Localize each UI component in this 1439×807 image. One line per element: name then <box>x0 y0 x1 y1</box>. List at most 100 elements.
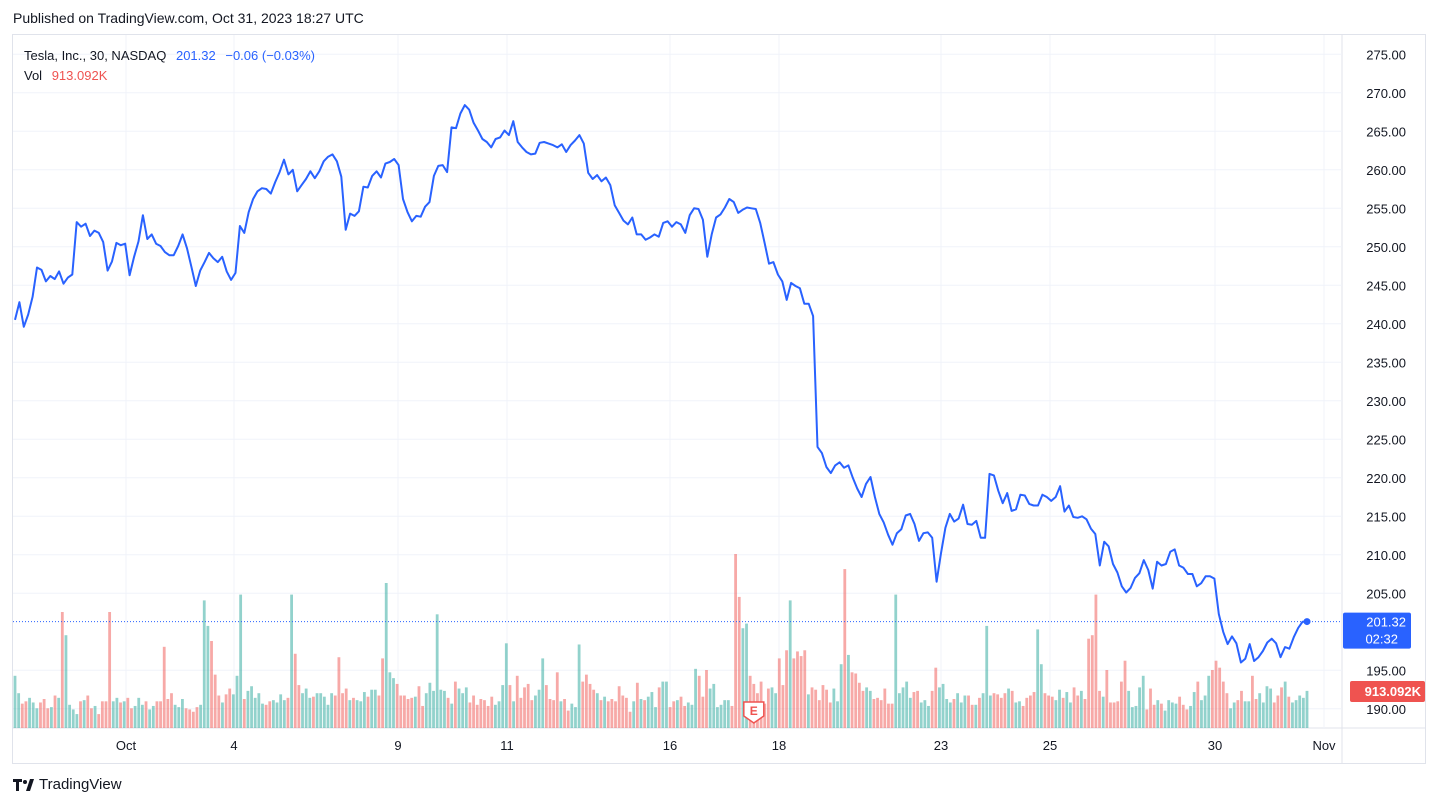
volume-bar <box>202 600 206 728</box>
volume-bar <box>992 693 996 728</box>
legend-vol-label[interactable]: Vol <box>24 68 43 83</box>
volume-bar <box>93 705 97 728</box>
volume-bar <box>941 683 945 728</box>
volume-bar <box>708 688 712 728</box>
volume-bar <box>981 693 985 728</box>
volume-bar <box>1203 695 1207 728</box>
volume-bar <box>170 693 173 728</box>
volume-bar <box>144 701 148 728</box>
volume-bar <box>1210 670 1214 728</box>
volume-bar <box>705 670 708 728</box>
volume-bar <box>1276 695 1280 728</box>
volume-bar <box>675 700 679 728</box>
volume-bar <box>57 697 61 728</box>
volume-bar <box>370 689 374 728</box>
volume-bar <box>887 703 890 728</box>
volume-bar <box>537 689 541 728</box>
legend-symbol[interactable]: Tesla, Inc., 30, NASDAQ <box>24 48 167 63</box>
volume-bar <box>628 711 632 728</box>
volume-bar <box>1029 695 1032 728</box>
volume-bar <box>515 675 519 728</box>
volume-bar <box>621 695 625 728</box>
earnings-marker[interactable] <box>743 701 765 724</box>
volume-bar <box>133 705 137 728</box>
volume-bar <box>959 702 963 728</box>
volume-bar <box>1079 690 1083 728</box>
volume-bar <box>31 702 35 728</box>
volume-bar <box>883 688 887 728</box>
volume-bar <box>792 658 796 728</box>
volume-bar <box>13 675 17 728</box>
volume-bar <box>1291 702 1294 728</box>
volume-bar <box>315 693 319 728</box>
volume-bar <box>683 705 687 728</box>
volume-bar <box>1109 702 1112 728</box>
volume-bar <box>650 692 654 728</box>
volume-bar <box>301 693 304 728</box>
volume-bar <box>1283 681 1287 728</box>
volume-bar <box>49 707 53 728</box>
y-tick-label: 260.00 <box>1366 163 1406 178</box>
volume-bar <box>734 554 738 728</box>
volume-bar <box>1229 708 1232 728</box>
price-line <box>14 104 1308 664</box>
volume-bar <box>1105 670 1109 728</box>
x-tick-label: 18 <box>772 738 786 753</box>
x-tick-label: 11 <box>500 738 514 753</box>
volume-bar <box>938 687 941 728</box>
volume-bar <box>646 696 650 728</box>
volume-bar <box>355 700 359 728</box>
volume-bar <box>264 704 268 728</box>
volume-bar <box>777 658 781 728</box>
volume-bar <box>290 594 293 728</box>
volume-bar <box>432 690 435 728</box>
published-header: Published on TradingView.com, Oct 31, 20… <box>13 10 364 26</box>
volume-bar <box>1076 695 1080 728</box>
volume-bar <box>79 701 82 728</box>
volume-bar <box>639 699 643 728</box>
volume-bar <box>497 701 501 728</box>
volume-bar <box>519 697 523 728</box>
volume-bar <box>483 700 486 728</box>
volume-bar <box>1305 690 1309 728</box>
volume-bar <box>999 697 1003 728</box>
volume-bar <box>1189 705 1192 728</box>
volume-bar <box>825 689 828 728</box>
footer-brand[interactable]: TradingView <box>13 776 122 793</box>
volume-bar <box>716 707 719 728</box>
volume-bar <box>781 685 785 728</box>
volume-bar <box>1178 696 1182 728</box>
volume-bar <box>890 703 894 728</box>
volume-bar <box>876 697 879 728</box>
x-tick-label: 30 <box>1208 738 1222 753</box>
volume-bar <box>861 690 865 728</box>
earnings-marker-label: E <box>750 704 758 718</box>
chart-frame[interactable] <box>12 34 1426 764</box>
volume-bar <box>148 709 152 728</box>
volume-bar <box>967 695 970 728</box>
volume-bar <box>381 658 384 728</box>
volume-bar <box>450 703 454 728</box>
volume-bar <box>661 681 665 728</box>
volume-bar <box>1119 681 1123 728</box>
volume-bar <box>872 699 876 728</box>
volume-bar <box>712 683 716 728</box>
volume-bar <box>839 664 843 728</box>
volume-bar <box>1298 695 1302 728</box>
volume-bar <box>1301 697 1305 728</box>
volume-bar <box>606 701 610 728</box>
volume-bar <box>173 704 177 728</box>
volume-bar <box>1018 701 1021 728</box>
volume-bar <box>625 697 628 728</box>
volume-bar <box>352 697 355 728</box>
volume-bar <box>406 699 410 728</box>
volume-bar <box>330 693 334 728</box>
volume-label-box <box>1350 681 1425 702</box>
volume-bar <box>395 683 399 728</box>
volume-bar <box>272 700 275 728</box>
y-tick-label: 220.00 <box>1366 471 1406 486</box>
volume-bar <box>1058 689 1061 728</box>
volume-bar <box>901 687 905 728</box>
volume-bar <box>228 688 232 728</box>
